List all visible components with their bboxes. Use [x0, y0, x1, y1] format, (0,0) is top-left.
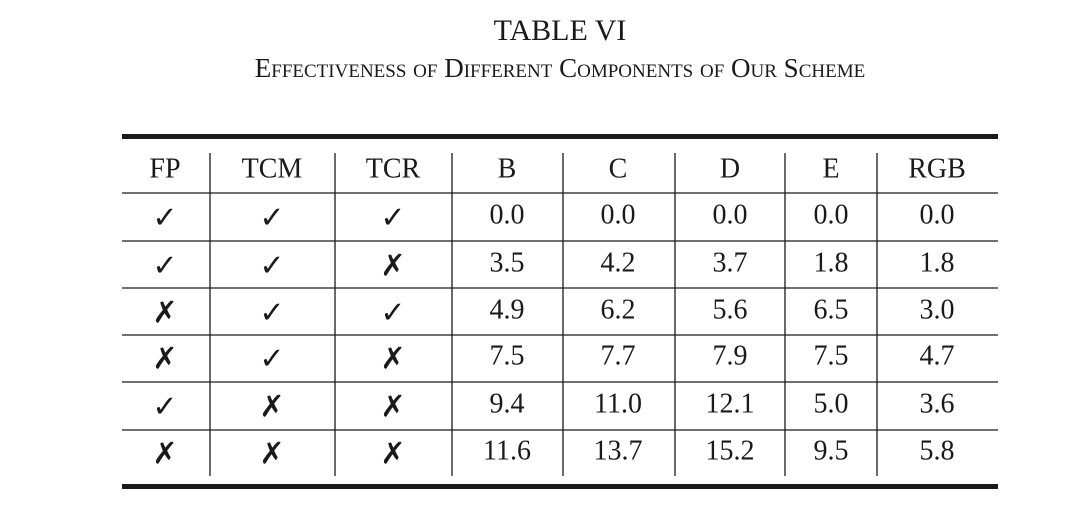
cell-value: 6.2 — [601, 294, 636, 325]
cell-value: 3.5 — [490, 247, 525, 278]
cell-value: 7.5 — [490, 340, 525, 371]
cell-value: 3.7 — [713, 247, 748, 278]
component-flag: ✗ — [152, 342, 177, 377]
cell-value: 6.5 — [814, 294, 849, 325]
cell-value: 12.1 — [706, 388, 755, 419]
component-flag: ✗ — [152, 437, 177, 472]
table-caption: Effectiveness of Different Components of… — [255, 53, 865, 83]
component-flag: ✓ — [152, 201, 177, 236]
cell-value: 11.0 — [594, 388, 642, 419]
component-flag: ✗ — [380, 249, 405, 284]
component-flag: ✓ — [259, 296, 284, 331]
component-flag: ✗ — [380, 437, 405, 472]
column-header: RGB — [908, 153, 966, 184]
cell-value: 4.2 — [601, 247, 636, 278]
cell-value: 3.0 — [920, 294, 955, 325]
cell-value: 9.4 — [490, 388, 525, 419]
cell-value: 15.2 — [706, 435, 755, 466]
component-flag: ✓ — [152, 249, 177, 284]
column-header: B — [498, 153, 517, 184]
component-flag: ✓ — [259, 342, 284, 377]
component-flag: ✓ — [259, 201, 284, 236]
column-header: TCM — [242, 153, 303, 184]
cell-value: 0.0 — [920, 199, 955, 230]
cell-value: 0.0 — [490, 199, 525, 230]
column-header: TCR — [366, 153, 421, 184]
component-flag: ✓ — [259, 249, 284, 284]
component-flag: ✗ — [259, 390, 284, 425]
table-title: TABLE VI — [494, 14, 627, 47]
column-header: FP — [149, 153, 180, 184]
top-rule — [122, 134, 998, 139]
cell-value: 0.0 — [601, 199, 636, 230]
cell-value: 4.9 — [490, 294, 525, 325]
cell-value: 9.5 — [814, 435, 849, 466]
component-flag: ✗ — [152, 296, 177, 331]
cell-value: 11.6 — [483, 435, 531, 466]
cell-value: 0.0 — [713, 199, 748, 230]
component-flag: ✗ — [380, 390, 405, 425]
cell-value: 5.0 — [814, 388, 849, 419]
column-header: C — [609, 153, 628, 184]
cell-value: 5.8 — [920, 435, 955, 466]
cell-value: 1.8 — [814, 247, 849, 278]
bottom-rule — [122, 484, 998, 489]
cell-value: 5.6 — [713, 294, 748, 325]
cell-value: 0.0 — [814, 199, 849, 230]
component-flag: ✓ — [152, 390, 177, 425]
cell-value: 3.6 — [920, 388, 955, 419]
cell-value: 4.7 — [920, 340, 955, 371]
cell-value: 7.5 — [814, 340, 849, 371]
component-flag: ✗ — [259, 437, 284, 472]
component-flag: ✓ — [380, 296, 405, 331]
cell-value: 7.9 — [713, 340, 748, 371]
component-flag: ✓ — [380, 201, 405, 236]
cell-value: 13.7 — [594, 435, 643, 466]
cell-value: 7.7 — [601, 340, 636, 371]
component-flag: ✗ — [380, 342, 405, 377]
cell-value: 1.8 — [920, 247, 955, 278]
column-header: D — [720, 153, 740, 184]
column-header: E — [822, 153, 839, 184]
